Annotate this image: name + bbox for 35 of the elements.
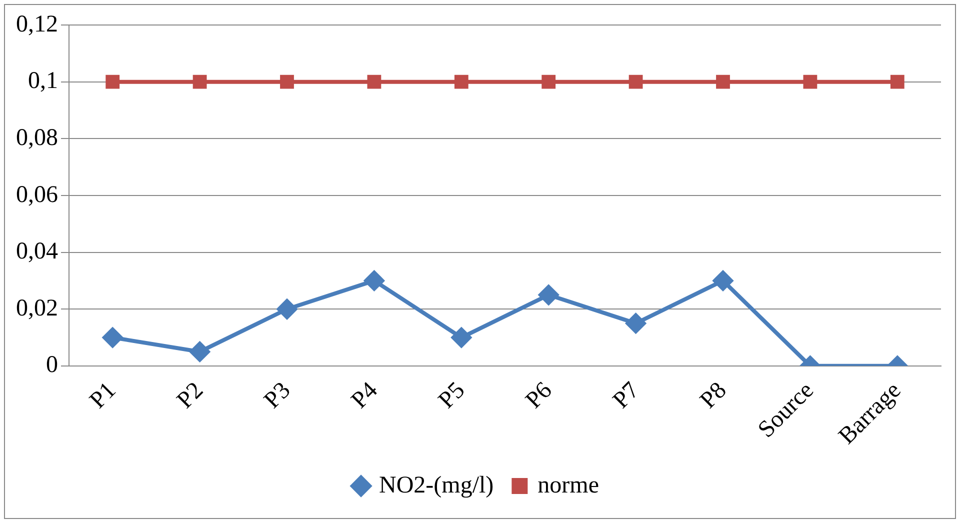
point	[190, 342, 210, 362]
point	[890, 74, 904, 89]
point	[454, 74, 468, 89]
point	[542, 74, 556, 89]
y-tick-label: 0,1	[28, 68, 58, 94]
x-tick-label: P1	[84, 377, 122, 414]
point	[628, 74, 643, 89]
point	[277, 299, 297, 320]
point	[364, 270, 384, 291]
x-tick-label: P5	[434, 377, 470, 414]
x-tick-label: P8	[695, 377, 732, 414]
y-tick-label: 0,12	[16, 11, 58, 38]
y-tick-label: 0	[46, 352, 58, 378]
legend-label: NO2-(mg/l)	[379, 472, 494, 498]
point	[192, 74, 207, 89]
point	[106, 74, 120, 89]
point	[716, 74, 730, 89]
x-tick-label: P7	[608, 377, 644, 414]
point	[626, 313, 646, 334]
y-tick-label: 0,04	[16, 238, 58, 265]
x-tick-label: P2	[172, 377, 208, 414]
x-tick-label: P6	[520, 377, 558, 414]
point	[451, 328, 472, 348]
point	[367, 74, 382, 89]
x-tick-label: P4	[346, 377, 383, 414]
y-tick-label: 0,06	[16, 182, 58, 208]
point	[280, 74, 294, 89]
x-tick-label: P3	[259, 377, 296, 414]
point	[803, 74, 818, 89]
point	[713, 270, 733, 291]
point	[102, 328, 123, 348]
y-tick-label: 0,08	[16, 124, 58, 151]
y-tick-label: 0,02	[16, 295, 58, 322]
legend-label: norme	[538, 472, 599, 498]
point	[538, 284, 559, 305]
